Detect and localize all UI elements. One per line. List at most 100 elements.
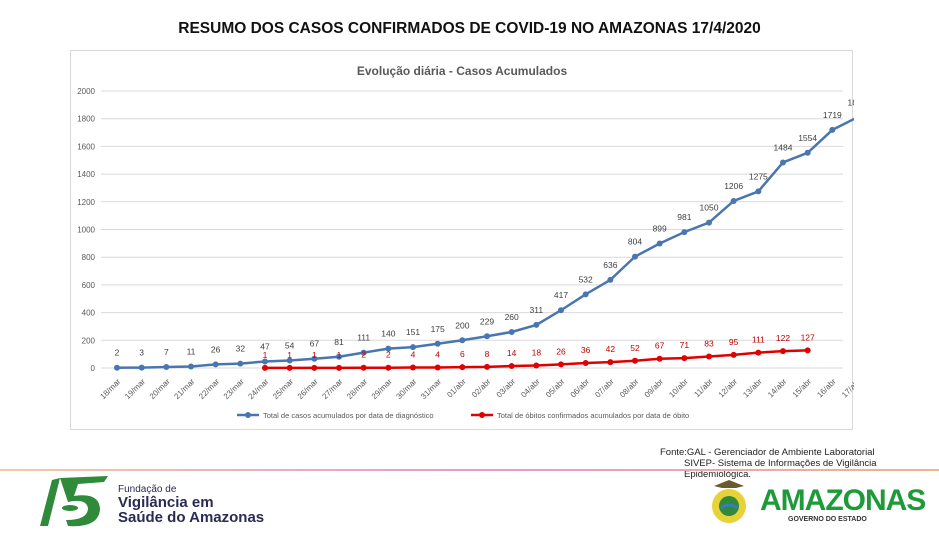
data-label-0: 229 xyxy=(480,316,494,326)
x-tick-label: 15/abr xyxy=(791,377,814,400)
data-label-0: 11 xyxy=(187,346,196,356)
y-tick-label: 600 xyxy=(82,281,96,290)
data-label-0: 1809 xyxy=(848,97,854,107)
data-label-0: 200 xyxy=(455,320,469,330)
data-label-1: 2 xyxy=(361,350,366,360)
x-tick-label: 21/mar xyxy=(172,377,196,401)
x-tick-label: 26/mar xyxy=(296,377,320,401)
x-tick-label: 22/mar xyxy=(197,377,221,401)
data-point-0 xyxy=(681,229,688,236)
x-tick-label: 10/abr xyxy=(667,377,690,400)
data-label-0: 981 xyxy=(677,212,691,222)
data-label-1: 4 xyxy=(411,349,416,359)
data-label-0: 26 xyxy=(211,344,221,354)
source-line-2: SIVEP- Sistema de Informações de Vigilân… xyxy=(684,458,877,480)
data-label-0: 532 xyxy=(579,274,593,284)
data-label-1: 71 xyxy=(680,340,690,350)
data-point-0 xyxy=(434,340,441,347)
data-point-0 xyxy=(360,349,367,356)
data-point-1 xyxy=(755,349,762,356)
data-label-1: 1 xyxy=(263,350,268,360)
fvs-line1: Vigilância em xyxy=(118,494,214,511)
data-label-1: 1 xyxy=(337,350,342,360)
source-line-1: Fonte:GAL - Gerenciador de Ambiente Labo… xyxy=(660,447,875,458)
data-label-0: 32 xyxy=(236,344,246,354)
legend-marker-0 xyxy=(245,412,251,418)
y-tick-label: 1800 xyxy=(77,115,95,124)
fvs-line2: Saúde do Amazonas xyxy=(118,509,265,526)
data-point-1 xyxy=(484,363,490,370)
x-tick-label: 14/abr xyxy=(766,377,789,400)
data-point-1 xyxy=(582,360,589,367)
x-tick-label: 16/abr xyxy=(815,377,838,400)
data-label-0: 81 xyxy=(334,337,344,347)
x-tick-label: 29/mar xyxy=(370,377,394,401)
data-label-1: 4 xyxy=(435,349,440,359)
data-point-0 xyxy=(311,355,318,362)
amazonas-coat-of-arms-icon xyxy=(712,480,746,523)
data-label-1: 67 xyxy=(655,341,665,351)
data-point-0 xyxy=(780,159,786,166)
x-tick-label: 18/mar xyxy=(98,377,122,401)
data-point-0 xyxy=(632,253,638,260)
x-tick-label: 13/abr xyxy=(741,377,764,400)
data-point-1 xyxy=(632,357,638,364)
data-point-0 xyxy=(237,360,244,367)
data-label-1: 1 xyxy=(287,350,292,360)
data-label-0: 111 xyxy=(357,333,370,343)
data-point-1 xyxy=(434,364,441,371)
data-label-1: 14 xyxy=(507,348,517,358)
data-label-1: 1 xyxy=(312,350,317,360)
data-point-0 xyxy=(508,328,515,335)
x-tick-label: 05/abr xyxy=(544,377,567,400)
data-label-0: 1206 xyxy=(724,181,743,191)
data-label-1: 127 xyxy=(801,332,815,342)
page-title: RESUMO DOS CASOS CONFIRMADOS DE COVID-19… xyxy=(178,20,761,37)
x-tick-label: 08/abr xyxy=(618,377,641,400)
data-label-1: 42 xyxy=(606,344,616,354)
data-label-1: 8 xyxy=(485,349,490,359)
x-tick-label: 30/mar xyxy=(394,377,418,401)
amazonas-subtitle: GOVERNO DO ESTADO xyxy=(788,516,867,523)
x-tick-label: 03/abr xyxy=(495,377,518,400)
data-label-1: 18 xyxy=(532,348,542,358)
divider xyxy=(0,469,939,471)
data-label-1: 122 xyxy=(776,333,790,343)
x-tick-label: 11/abr xyxy=(692,377,714,399)
y-tick-label: 1600 xyxy=(77,142,95,151)
y-tick-label: 1200 xyxy=(77,198,95,207)
data-point-1 xyxy=(681,355,688,362)
data-point-1 xyxy=(804,347,811,354)
data-point-1 xyxy=(336,364,342,371)
data-point-1 xyxy=(607,359,614,366)
data-point-0 xyxy=(336,353,342,360)
data-point-1 xyxy=(656,355,663,362)
x-tick-label: 01/abr xyxy=(445,377,468,400)
data-label-0: 175 xyxy=(431,324,445,334)
data-point-1 xyxy=(730,351,737,358)
data-point-0 xyxy=(484,333,490,340)
data-point-1 xyxy=(558,361,564,368)
y-tick-label: 0 xyxy=(91,364,96,373)
data-label-0: 47 xyxy=(260,341,270,351)
data-label-0: 1275 xyxy=(749,171,768,181)
data-label-1: 2 xyxy=(386,350,391,360)
line-chart: Evolução diária - Casos Acumulados020040… xyxy=(77,64,854,420)
data-label-0: 311 xyxy=(530,305,544,315)
data-point-1 xyxy=(459,364,466,371)
data-point-0 xyxy=(607,276,614,283)
x-tick-label: 20/mar xyxy=(148,377,172,401)
fvs-small: Fundação de xyxy=(118,484,177,495)
data-point-1 xyxy=(262,364,268,371)
data-label-0: 7 xyxy=(164,347,169,357)
data-point-0 xyxy=(558,307,564,314)
data-point-0 xyxy=(188,363,194,370)
data-point-1 xyxy=(385,364,392,371)
data-point-0 xyxy=(829,126,836,133)
x-tick-label: 07/abr xyxy=(593,377,616,400)
y-tick-label: 2000 xyxy=(77,87,95,96)
x-tick-label: 02/abr xyxy=(470,377,493,400)
legend-label-0: Total de casos acumulados por data de di… xyxy=(263,411,434,420)
data-point-0 xyxy=(114,364,120,371)
data-point-1 xyxy=(533,362,540,369)
